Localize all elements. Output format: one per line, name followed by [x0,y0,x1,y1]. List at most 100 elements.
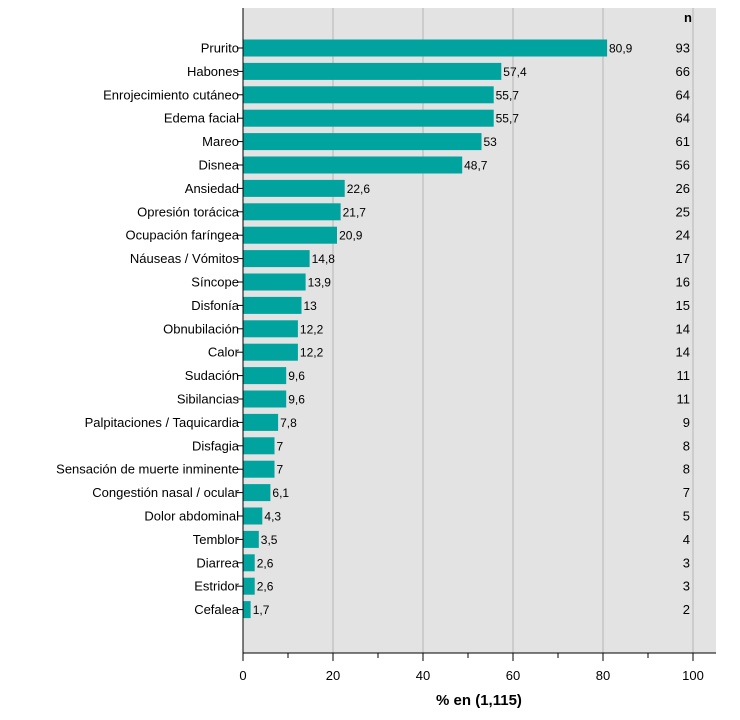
n-value: 3 [683,579,690,594]
bar [243,226,337,244]
x-tick-label: 20 [326,668,340,683]
n-value: 4 [683,532,690,547]
x-tick-label: 60 [506,668,520,683]
n-value: 93 [676,41,690,56]
bar-value-label: 13 [304,299,318,313]
category-label: Disfonía [191,298,239,313]
n-value: 14 [676,321,690,336]
bar [243,554,255,572]
category-label: Ocupación faríngea [126,228,240,243]
category-label: Palpitaciones / Taquicardia [85,415,240,430]
bar-value-label: 48,7 [464,159,488,173]
category-label: Prurito [201,41,239,56]
bar-value-label: 1,7 [253,603,270,617]
bar [243,577,255,595]
bar [243,390,287,408]
x-axis-title: % en (1,115) [436,692,522,709]
bar [243,156,463,174]
bar [243,250,310,268]
bar-value-label: 55,7 [496,112,520,126]
bar-value-label: 22,6 [347,182,371,196]
n-column: n 93 66 64 64 61 56 26 25 24 17 16 15 14 14 11 11 9 8 8 7 5 4… [676,10,692,617]
bar-value-label: 7,8 [280,416,297,430]
n-value: 8 [683,462,690,477]
bars [243,39,608,619]
bar [243,109,494,127]
bar [243,320,298,338]
category-label: Estridor [194,579,239,594]
category-label: Habones [187,64,240,79]
bar-value-label: 2,6 [257,556,274,570]
x-tick-label: 40 [416,668,430,683]
bar-value-label: 9,6 [288,369,305,383]
category-label: Diarrea [196,555,239,570]
bar [243,86,494,104]
n-value: 64 [676,111,690,126]
bar-value-label: 7 [277,463,284,477]
category-label: Edema facial [164,111,239,126]
category-label: Obnubilación [163,321,239,336]
bar [243,133,482,151]
bar-value-label: 20,9 [339,229,363,243]
bar [243,273,306,291]
n-value: 56 [676,158,690,173]
n-value: 11 [677,368,691,383]
bar [243,507,263,525]
bar-value-label: 57,4 [503,65,527,79]
bar [243,179,345,197]
n-value: 61 [676,134,690,149]
n-value: 9 [683,415,690,430]
x-tick-label: 80 [596,668,610,683]
bar-value-label: 13,9 [308,276,332,290]
bar-value-label: 14,8 [312,252,336,266]
category-label: Mareo [202,134,239,149]
bar [243,530,259,548]
bar-value-label: 4,3 [264,510,281,524]
bar [243,367,287,385]
bar [243,203,341,221]
n-value: 17 [676,251,690,266]
bar [243,437,275,455]
category-label: Congestión nasal / ocular [92,485,239,500]
n-value: 64 [676,87,690,102]
n-value: 26 [676,181,690,196]
category-label: Sensación de muerte inminente [56,462,239,477]
bar-value-label: 12,2 [300,322,324,336]
n-value: 11 [677,392,691,407]
bar [243,413,279,431]
n-value: 16 [676,275,690,290]
category-labels: Prurito Habones Enrojecimiento cutáneo Edem… [56,41,243,617]
bar-value-label: 21,7 [343,205,367,219]
n-value: 14 [676,345,690,360]
category-label: Enrojecimiento cutáneo [103,87,239,102]
bar-value-label: 6,1 [272,486,289,500]
category-label: Cefalea [194,602,240,617]
bar-value-label: 55,7 [496,88,520,102]
category-label: Disfagia [192,438,240,453]
n-value: 5 [683,509,690,524]
bar [243,343,298,361]
n-value: 24 [676,228,690,243]
n-value: 15 [676,298,690,313]
n-value: 25 [676,204,690,219]
category-label: Náuseas / Vómitos [130,251,240,266]
bar-value-label: 53 [484,135,498,149]
n-value: 3 [683,555,690,570]
bar-value-label: 2,6 [257,580,274,594]
bar [243,62,502,80]
n-column-header: n [684,10,692,25]
n-value: 2 [683,602,690,617]
x-axis: 0 20 40 60 80 100 [239,8,716,683]
bar-value-label: 7 [277,439,284,453]
bar [243,296,302,314]
bar-value-label: 3,5 [261,533,278,547]
category-label: Disnea [199,158,240,173]
bar-value-label: 9,6 [288,393,305,407]
x-tick-label: 100 [682,668,704,683]
bar-value-label: 80,9 [609,42,633,56]
bar-value-label: 12,2 [300,346,324,360]
category-label: Ansiedad [185,181,239,196]
bar [243,39,608,57]
x-tick-label: 0 [239,668,246,683]
